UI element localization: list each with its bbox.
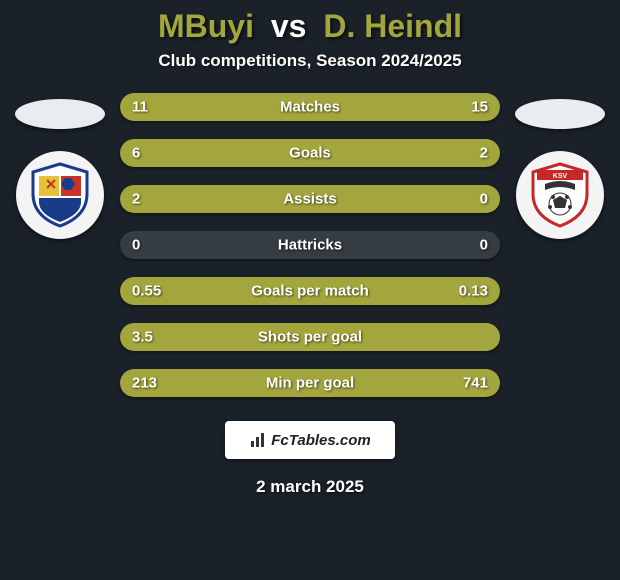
right-column: KSV <box>500 93 620 239</box>
subtitle: Club competitions, Season 2024/2025 <box>158 51 461 71</box>
stat-value-left: 2 <box>132 191 140 208</box>
left-column <box>0 93 120 239</box>
stat-value-left: 0 <box>132 237 140 254</box>
stat-value-right: 2 <box>480 145 488 162</box>
player1-name: MBuyi <box>158 8 254 44</box>
player1-crest <box>16 151 104 239</box>
stat-row: 213 741 Min per goal <box>120 369 500 397</box>
badge-text: FcTables.com <box>271 432 370 449</box>
stat-row: 2 0 Assists <box>120 185 500 213</box>
player1-oval <box>15 99 105 129</box>
stat-value-right: 0.13 <box>459 283 488 300</box>
stat-row: 3.5 Shots per goal <box>120 323 500 351</box>
stat-value-left: 3.5 <box>132 329 153 346</box>
chart-icon <box>249 431 267 449</box>
stat-value-left: 6 <box>132 145 140 162</box>
stat-bars: 11 15 Matches 6 2 Goals 2 0 Assists 0 0 Hattricks 0.… <box>120 93 500 397</box>
stat-label: Goals per match <box>251 283 369 300</box>
stat-label: Shots per goal <box>258 329 362 346</box>
stat-value-right: 0 <box>480 237 488 254</box>
vs-text: vs <box>271 8 307 44</box>
fctables-badge[interactable]: FcTables.com <box>225 421 395 459</box>
date: 2 march 2025 <box>256 477 364 497</box>
stat-value-left: 0.55 <box>132 283 161 300</box>
stat-row: 0 0 Hattricks <box>120 231 500 259</box>
player2-name: D. Heindl <box>323 8 462 44</box>
stat-row: 11 15 Matches <box>120 93 500 121</box>
stat-label: Assists <box>283 191 336 208</box>
stat-value-right: 741 <box>463 375 488 392</box>
stats-area: 11 15 Matches 6 2 Goals 2 0 Assists 0 0 Hattricks 0.… <box>0 93 620 397</box>
stat-label: Hattricks <box>278 237 342 254</box>
title: MBuyi vs D. Heindl <box>158 8 462 45</box>
stat-value-left: 11 <box>132 99 148 116</box>
stat-label: Min per goal <box>266 375 354 392</box>
stat-value-right: 15 <box>471 99 488 116</box>
stat-row: 0.55 0.13 Goals per match <box>120 277 500 305</box>
comparison-card: MBuyi vs D. Heindl Club competitions, Se… <box>0 0 620 580</box>
stat-value-right: 0 <box>480 191 488 208</box>
shield-icon: KSV <box>525 160 595 230</box>
stat-label: Matches <box>280 99 340 116</box>
stat-value-left: 213 <box>132 375 157 392</box>
stat-label: Goals <box>289 145 331 162</box>
shield-icon <box>25 160 95 230</box>
stat-row: 6 2 Goals <box>120 139 500 167</box>
bar-fill-left <box>120 139 405 167</box>
player2-oval <box>515 99 605 129</box>
player2-crest: KSV <box>516 151 604 239</box>
svg-text:KSV: KSV <box>553 173 568 180</box>
